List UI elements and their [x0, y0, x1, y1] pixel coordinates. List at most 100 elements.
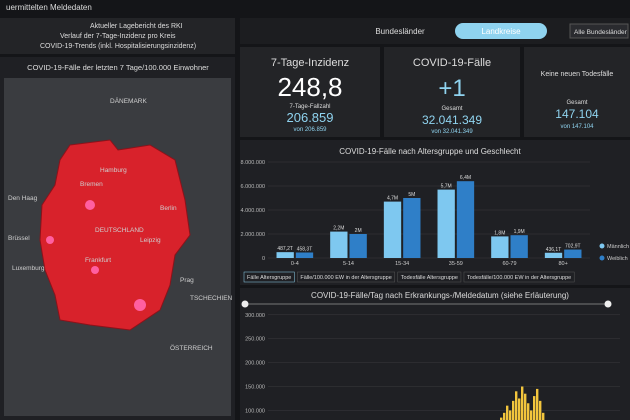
x-tick-label: 35-59	[449, 261, 463, 267]
daily-chart-panel	[240, 288, 630, 420]
bar	[536, 388, 539, 420]
data-label: 5M	[408, 192, 415, 198]
y-tick-label: 150.000	[245, 385, 265, 391]
slider-handle[interactable]	[241, 300, 249, 308]
data-label: 6,4M	[460, 175, 471, 181]
map-label: Hamburg	[100, 167, 127, 174]
germany-map	[39, 139, 191, 331]
legend-swatch	[599, 255, 605, 261]
kpi-note: von 206.859	[293, 127, 327, 133]
bar	[349, 234, 367, 258]
chart-tab-border[interactable]	[463, 271, 575, 283]
x-tick-label: 80+	[558, 261, 567, 267]
kpi-value: +1	[438, 75, 465, 102]
data-label: 458,3T	[297, 247, 313, 253]
map-label: Luxemburg	[12, 265, 45, 272]
bar	[491, 236, 509, 258]
tab[interactable]: Landkreise	[481, 27, 521, 36]
map-label: Den Haag	[8, 195, 38, 202]
bar	[542, 412, 545, 420]
y-tick-label: 100.000	[245, 408, 265, 414]
hotspot	[46, 236, 54, 244]
bar	[506, 405, 509, 420]
data-label: 436,1T	[546, 247, 562, 253]
link[interactable]: COVID-19-Trends (inkl. Hospitalisierungs…	[40, 43, 196, 50]
y-tick-label: 200.000	[245, 361, 265, 367]
data-label: 487,2T	[277, 246, 293, 252]
header-title: uermittelten Meldedaten	[6, 3, 92, 12]
map-label: Frankfurt	[85, 257, 111, 264]
chart-tab-border[interactable]	[243, 271, 295, 283]
kpi-card	[384, 47, 520, 137]
bar	[515, 391, 518, 420]
slider-handle[interactable]	[604, 300, 612, 308]
kpi-title: Keine neuen Todesfälle	[541, 71, 614, 78]
y-tick-label: 0	[262, 256, 265, 262]
chart-tab[interactable]: Todesfälle Altersgruppe	[401, 275, 458, 281]
bar	[456, 181, 475, 258]
x-tick-label: 15-34	[395, 261, 409, 267]
chart-tab[interactable]: Todesfälle/100.000 EW in der Altersgrupp…	[467, 275, 571, 281]
y-tick-label: 8.000.000	[241, 160, 265, 166]
kpi-note: von 32.041.349	[431, 129, 473, 135]
map-label: ÖSTERREICH	[170, 344, 213, 352]
bar	[330, 231, 348, 258]
y-tick-label: 4.000.000	[241, 208, 265, 214]
map-label: Bremen	[80, 181, 103, 188]
link[interactable]: Aktueller Lagebericht des RKI	[90, 23, 183, 30]
hotspot	[134, 299, 146, 311]
y-tick-label: 6.000.000	[241, 184, 265, 190]
y-tick-label: 300.000	[245, 313, 265, 319]
data-label: 1,8M	[494, 230, 505, 236]
link[interactable]: Verlauf der 7-Tage-Inzidenz pro Kreis	[60, 33, 176, 40]
legend-label: Männlich	[607, 244, 629, 250]
x-tick-label: 60-79	[502, 261, 516, 267]
bar	[533, 396, 536, 420]
bar	[521, 386, 524, 420]
map-label: TSCHECHIEN	[190, 295, 233, 302]
bar	[500, 417, 503, 420]
kpi-sub-label: Gesamt	[441, 106, 462, 112]
bar	[503, 412, 506, 420]
map-label: Brüssel	[8, 235, 30, 242]
kpi-note: von 147.104	[560, 124, 594, 130]
bar	[512, 400, 515, 420]
data-label: 2M	[355, 228, 362, 234]
bar	[295, 252, 314, 258]
chart-title: COVID-19-Fälle nach Altersgruppe und Ges…	[339, 147, 521, 156]
tab-bar	[240, 18, 630, 44]
bar	[509, 410, 512, 420]
tab[interactable]: Bundesländer	[375, 27, 425, 36]
legend-swatch	[599, 243, 605, 249]
kpi-sub-label: 7-Tage-Fallzahl	[289, 104, 330, 110]
kpi-sub-label: Gesamt	[566, 100, 587, 106]
chart-tab[interactable]: Fälle Altersgruppe	[247, 275, 291, 281]
bar	[403, 198, 421, 258]
y-tick-label: 250.000	[245, 337, 265, 343]
chart-tab[interactable]: Fälle/100.000 EW in der Altersgruppe	[300, 275, 391, 281]
y-tick-label: 2.000.000	[241, 232, 265, 238]
bar	[276, 252, 294, 258]
kpi-title: COVID-19-Fälle	[413, 57, 491, 69]
bar	[437, 189, 455, 258]
tab-active[interactable]	[455, 23, 547, 39]
map-label: Berlin	[160, 205, 177, 212]
data-label: 2,2M	[333, 226, 344, 232]
map-label: DEUTSCHLAND	[95, 227, 144, 234]
map-label: DÄNEMARK	[110, 97, 148, 105]
bar	[510, 235, 528, 258]
data-label: 1,9M	[514, 229, 525, 235]
bar	[518, 398, 521, 420]
bar	[539, 400, 542, 420]
dropdown-label[interactable]: Alle Bundesländer	[574, 29, 628, 36]
dropdown[interactable]	[569, 23, 629, 39]
chart-tab-border[interactable]	[297, 271, 396, 283]
kpi-value: 248,8	[277, 72, 342, 102]
hotspot	[91, 266, 99, 274]
kpi-title: 7-Tage-Inzidenz	[271, 57, 349, 69]
bar	[524, 393, 527, 420]
bar	[383, 201, 402, 258]
chart-tab-border[interactable]	[397, 271, 462, 283]
